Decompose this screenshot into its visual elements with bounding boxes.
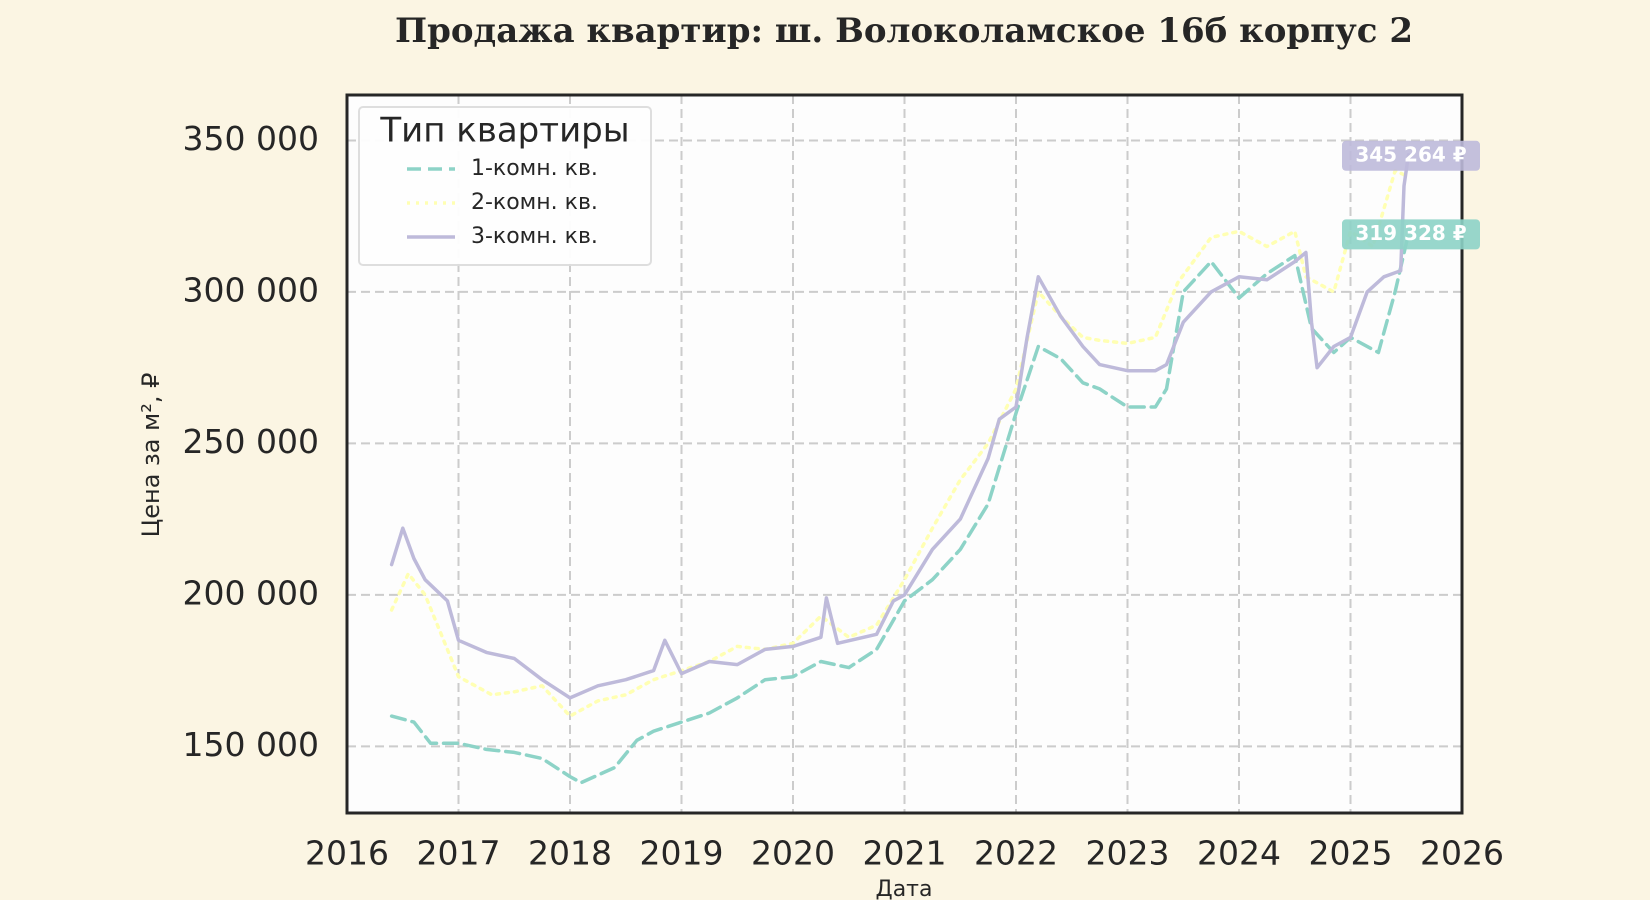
y-tick-label: 300 000	[183, 270, 319, 309]
y-tick-label: 200 000	[183, 573, 319, 612]
legend-label: 3-комн. кв.	[471, 224, 598, 249]
legend-label: 1-комн. кв.	[471, 156, 598, 181]
x-tick-label: 2021	[863, 834, 947, 873]
series-line	[389, 231, 1411, 785]
annotation-label: 319 328 ₽	[1355, 221, 1466, 245]
x-tick-label: 2019	[640, 834, 724, 873]
annotation-box	[1342, 140, 1480, 171]
annotation-label: 345 264 ₽	[1355, 142, 1466, 166]
y-axis-label: Цена за м², ₽	[137, 373, 165, 538]
x-tick-label: 2017	[417, 834, 501, 873]
legend-label: 2-комн. кв.	[471, 190, 598, 215]
x-tick-label: 2022	[974, 834, 1058, 873]
x-tick-label: 2024	[1197, 834, 1281, 873]
chart-title: Продажа квартир: ш. Волоколамское 16б ко…	[395, 11, 1413, 51]
legend-box	[358, 106, 652, 266]
x-tick-label: 2018	[528, 834, 612, 873]
y-tick-label: 250 000	[183, 422, 319, 461]
x-tick-label: 2020	[751, 834, 835, 873]
series-line	[389, 153, 1411, 700]
annotation-box	[1342, 219, 1480, 250]
x-tick-label: 2023	[1086, 834, 1170, 873]
x-axis-label: Дата	[876, 877, 933, 900]
series-line	[389, 168, 1411, 718]
x-tick-label: 2016	[305, 834, 389, 873]
plot-border	[345, 93, 1464, 815]
y-tick-label: 150 000	[183, 725, 319, 764]
x-tick-label: 2025	[1309, 834, 1393, 873]
legend-title: Тип квартиры	[379, 111, 629, 151]
x-tick-label: 2026	[1420, 834, 1504, 873]
y-tick-label: 350 000	[183, 119, 319, 158]
